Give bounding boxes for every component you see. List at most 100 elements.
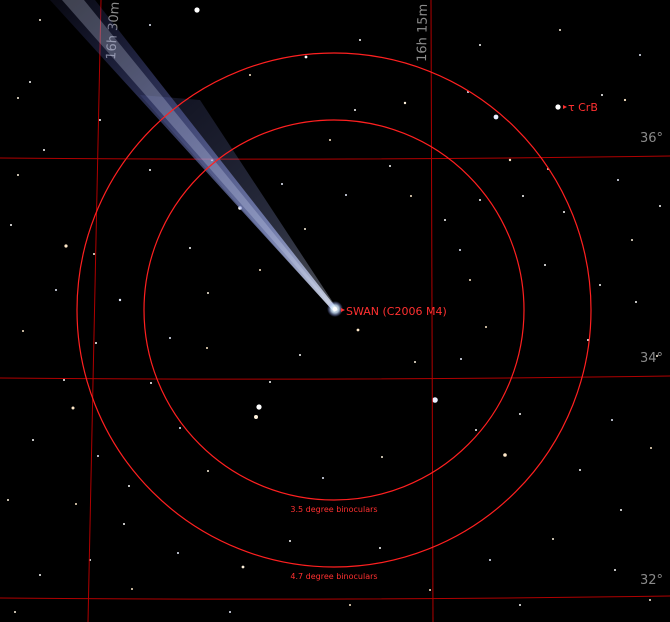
star [329,139,331,141]
star [269,381,271,383]
dec-line-32 [0,595,670,600]
star [601,94,603,96]
star [128,485,130,487]
star [559,29,561,31]
star-tau-crb[interactable] [555,104,561,110]
dec-line-36 [0,155,670,160]
star [429,589,431,591]
ra-label-16h15m: 16h 15m [415,4,431,62]
star [39,574,41,576]
star [304,228,306,230]
fov-circle-inner [143,119,525,501]
star [475,429,477,431]
comet-marker[interactable]: SWAN (C2006 M4) [341,305,447,318]
star [14,611,16,613]
star [123,523,125,525]
star [194,7,200,13]
star [256,404,262,410]
fov-circles [76,52,592,568]
star [207,292,209,294]
star [299,354,301,356]
star [522,195,524,197]
star [631,239,633,241]
star [29,81,31,83]
star-pointer-icon [563,105,567,109]
star [10,224,12,226]
star [281,183,283,185]
star [379,547,381,549]
star [617,179,619,181]
star-tau-crb-marker[interactable]: τ CrB [555,101,598,114]
fov-inner-label: 3.5 degree binoculars [290,505,377,514]
star [22,330,24,332]
star [659,205,661,207]
star [345,194,347,196]
star [229,611,231,613]
star [639,54,641,56]
star [599,284,601,286]
star [149,24,151,26]
star [207,470,209,472]
ra-line-16h30m [87,0,102,622]
star [579,469,581,471]
star [7,499,9,501]
star [55,289,57,291]
star [460,358,462,360]
star [410,195,412,197]
star [649,599,651,601]
star [503,453,507,457]
star [249,74,251,76]
star [179,427,181,429]
dec-label-34: 34° [640,351,663,366]
star [189,247,191,249]
star [356,328,360,332]
star [414,361,416,363]
star [43,149,45,151]
star [489,559,491,561]
star [64,244,68,248]
star [17,174,19,176]
star [259,269,261,271]
star [493,114,499,120]
ra-line-16h15m [430,0,434,622]
star [611,419,613,421]
comet-tail [50,0,338,312]
star [519,413,521,415]
star [99,119,101,121]
star [563,211,565,213]
star [381,456,383,458]
star [32,439,34,441]
star-field [7,7,661,613]
star [17,97,19,99]
star [150,382,152,384]
star [587,339,589,341]
star [241,565,245,569]
fov-outer-label: 4.7 degree binoculars [290,572,377,581]
star [479,44,481,46]
star-tau-crb-label[interactable]: τ CrB [568,101,598,114]
star [656,355,658,357]
dec-label-32: 32° [640,573,663,588]
star [469,279,471,281]
star [254,415,258,419]
dec-label-36: 36° [640,131,663,146]
star [118,298,122,302]
star [63,379,65,381]
star [97,455,99,457]
comet-label[interactable]: SWAN (C2006 M4) [346,305,447,318]
star [459,249,461,251]
star [354,109,356,111]
star [149,169,151,171]
star [444,219,446,221]
star [322,477,324,479]
star [71,406,75,410]
star [75,503,77,505]
star [552,538,554,540]
star [39,19,41,21]
fov-circle-outer [76,52,592,568]
star [620,509,622,511]
star [432,397,438,403]
star [93,253,95,255]
